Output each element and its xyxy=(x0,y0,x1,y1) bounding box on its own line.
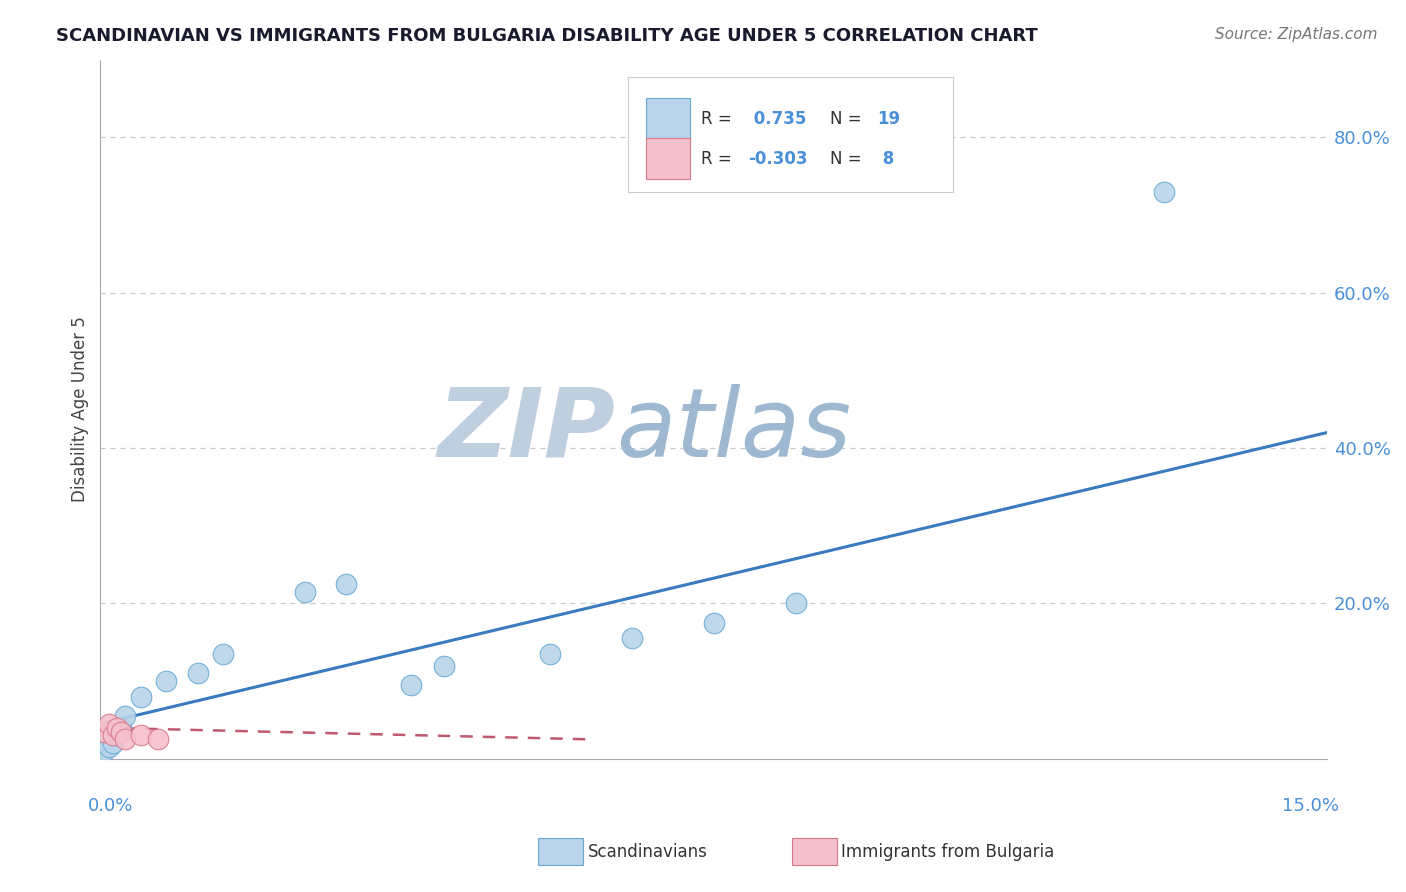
Point xyxy=(110,721,132,735)
Point xyxy=(785,596,807,610)
Text: atlas: atlas xyxy=(616,384,851,476)
Point xyxy=(101,729,124,743)
Text: 15.0%: 15.0% xyxy=(1282,797,1340,815)
Point xyxy=(703,615,725,630)
Point xyxy=(146,732,169,747)
Point xyxy=(399,678,422,692)
Text: R =: R = xyxy=(702,110,738,128)
Point xyxy=(114,709,136,723)
FancyBboxPatch shape xyxy=(628,77,953,193)
Point xyxy=(110,724,132,739)
Y-axis label: Disability Age Under 5: Disability Age Under 5 xyxy=(72,317,89,502)
Point xyxy=(294,584,316,599)
FancyBboxPatch shape xyxy=(647,98,690,139)
Text: Immigrants from Bulgaria: Immigrants from Bulgaria xyxy=(841,843,1054,861)
Point xyxy=(1153,185,1175,199)
Point xyxy=(155,674,177,689)
Point xyxy=(620,632,643,646)
Text: N =: N = xyxy=(831,150,868,168)
Text: 0.0%: 0.0% xyxy=(89,797,134,815)
FancyBboxPatch shape xyxy=(647,138,690,179)
Point xyxy=(93,724,115,739)
Point xyxy=(93,744,115,758)
Point xyxy=(97,716,120,731)
Point xyxy=(187,666,209,681)
Point xyxy=(433,658,456,673)
Point xyxy=(129,690,152,704)
Point xyxy=(212,647,235,661)
Point xyxy=(335,577,357,591)
Point xyxy=(538,647,561,661)
Point xyxy=(101,736,124,750)
Text: 8: 8 xyxy=(877,150,894,168)
Point xyxy=(97,740,120,755)
Point xyxy=(114,732,136,747)
Text: Source: ZipAtlas.com: Source: ZipAtlas.com xyxy=(1215,27,1378,42)
Text: N =: N = xyxy=(831,110,868,128)
Text: -0.303: -0.303 xyxy=(748,150,807,168)
Text: 0.735: 0.735 xyxy=(748,110,807,128)
Text: 19: 19 xyxy=(877,110,900,128)
Text: ZIP: ZIP xyxy=(437,384,616,476)
Text: Scandinavians: Scandinavians xyxy=(588,843,707,861)
Point xyxy=(105,721,128,735)
Text: SCANDINAVIAN VS IMMIGRANTS FROM BULGARIA DISABILITY AGE UNDER 5 CORRELATION CHAR: SCANDINAVIAN VS IMMIGRANTS FROM BULGARIA… xyxy=(56,27,1038,45)
Point xyxy=(105,729,128,743)
Point xyxy=(129,729,152,743)
Text: R =: R = xyxy=(702,150,738,168)
